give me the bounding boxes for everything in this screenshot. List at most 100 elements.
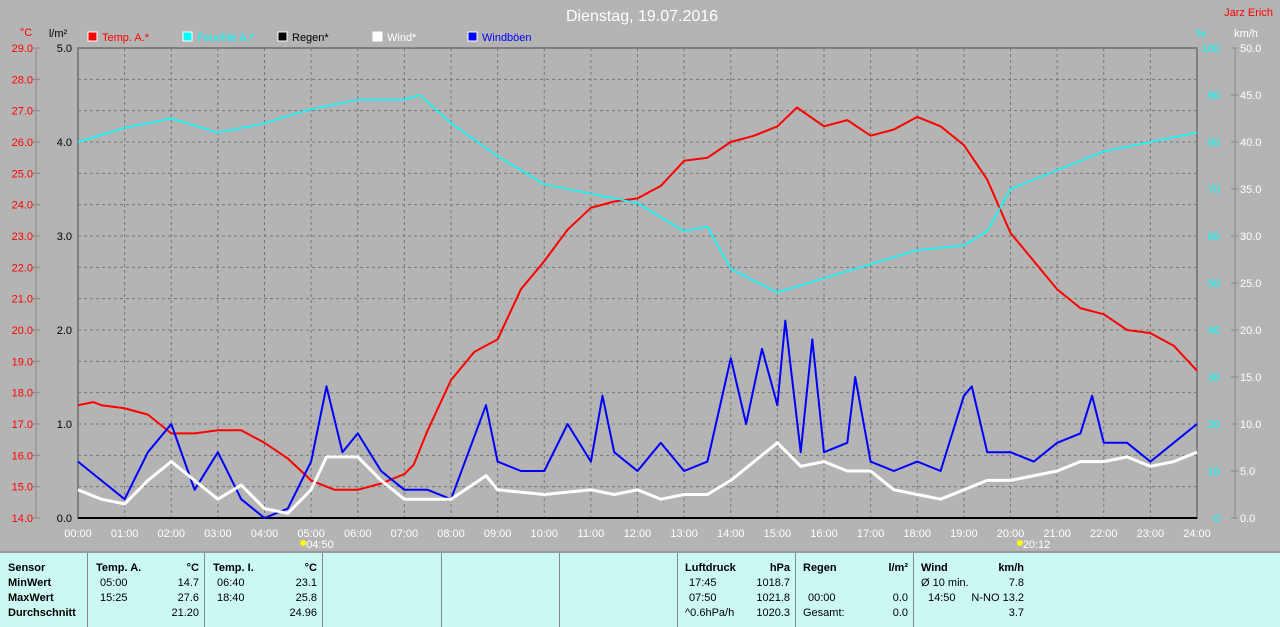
- x-tick-label: 06:00: [344, 528, 372, 540]
- rain-total-label: Gesamt:: [803, 607, 845, 619]
- wind-tick-label: 0.0: [1240, 513, 1255, 525]
- x-tick-label: 18:00: [903, 528, 931, 540]
- axes: 29.0 28.0 27.0 26.0 25.0 24.0 23.0 22.0 21.0 20.0…: [12, 27, 1262, 540]
- temp-a-avg: 21.20: [171, 607, 199, 619]
- x-tick-label: 23:00: [1137, 528, 1165, 540]
- temp-unit: °C: [20, 27, 32, 39]
- humidity-tick-label: 0: [1214, 513, 1220, 525]
- sunset-label: 20:12: [1023, 539, 1051, 550]
- wind-tick-label: 25.0: [1240, 278, 1261, 290]
- humidity-tick-label: 20: [1208, 419, 1220, 431]
- series-temp-a: [77, 106, 1198, 491]
- temp-a-max: 27.6: [177, 592, 199, 604]
- temp-i-max: 25.8: [295, 592, 317, 604]
- wind-tick-label: 30.0: [1240, 231, 1261, 243]
- rain-tick-label: 1.0: [57, 419, 72, 431]
- wind-mean: 3.7: [1008, 607, 1024, 619]
- rain-tick-label: 4.0: [57, 137, 72, 149]
- row-label-max: MaxWert: [8, 592, 54, 604]
- pressure-current: 1020.3: [756, 607, 790, 619]
- empty-column: [441, 553, 560, 627]
- wind-avg: 7.8: [1008, 577, 1024, 589]
- wind-unit: km/h: [1234, 28, 1258, 40]
- wind-tick-label: 35.0: [1240, 184, 1261, 196]
- x-tick-label: 04:00: [251, 528, 279, 540]
- legend-label: Wind*: [387, 32, 417, 44]
- temp-tick-label: 20.0: [12, 325, 33, 337]
- temp-tick-label: 19.0: [12, 356, 33, 368]
- legend-swatch: [372, 31, 383, 42]
- x-tick-label: 21:00: [1043, 528, 1071, 540]
- rain-tick-label: 2.0: [57, 325, 72, 337]
- empty-column: [322, 553, 442, 627]
- wind-tick-label: 5.0: [1240, 466, 1255, 478]
- weather-chart: Dienstag, 19.07.2016 Jarz Erich Temp. A.…: [12, 7, 1273, 550]
- row-label-min: MinWert: [8, 577, 52, 589]
- x-tick-label: 16:00: [810, 528, 838, 540]
- wind-tick-label: 20.0: [1240, 325, 1261, 337]
- wind-tick-label: 15.0: [1240, 372, 1261, 384]
- wind-tick-label: 50.0: [1240, 43, 1261, 55]
- temp-i-header: Temp. I.: [213, 562, 254, 574]
- temp-a-column: Temp. A. °C 05:00 14.7 15:25 27.6 21.20: [87, 553, 205, 627]
- temp-a-header: Temp. A.: [96, 562, 142, 574]
- humidity-tick-label: 100: [1202, 43, 1220, 55]
- sun-markers: 04:50 20:12: [300, 539, 1050, 550]
- temp-tick-label: 16.0: [12, 450, 33, 462]
- humidity-unit: %: [1196, 28, 1206, 40]
- x-tick-label: 07:00: [391, 528, 419, 540]
- sensor-column: Sensor MinWert MaxWert Durchschnitt: [0, 553, 87, 627]
- x-tick-label: 09:00: [484, 528, 512, 540]
- humidity-tick-label: 50: [1208, 278, 1220, 290]
- x-tick-label: 00:00: [64, 528, 92, 540]
- temp-tick-label: 27.0: [12, 106, 33, 118]
- rain-unit: l/m²: [49, 28, 68, 40]
- x-tick-label: 02:00: [157, 528, 185, 540]
- temp-tick-label: 23.0: [12, 231, 33, 243]
- rain-max-time: 00:00: [808, 592, 836, 604]
- legend-label: Regen*: [292, 32, 329, 44]
- wind-avg-label: Ø 10 min.: [921, 577, 969, 589]
- series-windböen: [77, 319, 1198, 519]
- temp-tick-label: 28.0: [12, 74, 33, 86]
- wind-tick-label: 10.0: [1240, 419, 1261, 431]
- pressure-max-time: 07:50: [689, 592, 717, 604]
- x-tick-label: 10:00: [530, 528, 558, 540]
- temp-tick-label: 22.0: [12, 262, 33, 274]
- temp-i-min: 23.1: [295, 577, 317, 589]
- wind-max: N-NO 13.2: [971, 592, 1024, 604]
- temp-tick-label: 26.0: [12, 137, 33, 149]
- chart-title: Dienstag, 19.07.2016: [566, 8, 718, 25]
- temp-a-min-time: 05:00: [100, 577, 128, 589]
- x-tick-label: 20:00: [997, 528, 1025, 540]
- rain-header: Regen: [803, 562, 837, 574]
- legend-label: Feuchte A.*: [197, 32, 255, 44]
- temp-tick-label: 18.0: [12, 388, 33, 400]
- rain-max: 0.0: [892, 592, 908, 604]
- temp-tick-label: 14.0: [12, 513, 33, 525]
- temp-i-unit: °C: [304, 562, 317, 574]
- temp-i-avg: 24.96: [289, 607, 317, 619]
- rain-unit: l/m²: [888, 562, 908, 574]
- x-tick-label: 14:00: [717, 528, 745, 540]
- sunset-icon: [1016, 540, 1023, 546]
- pressure-min-time: 17:45: [689, 577, 717, 589]
- x-tick-label: 11:00: [578, 528, 605, 540]
- humidity-tick-label: 10: [1208, 466, 1220, 478]
- temp-i-column: Temp. I. °C 06:40 23.1 18:40 25.8 24.96: [204, 553, 323, 627]
- legend-swatch: [182, 31, 193, 42]
- x-tick-label: 12:00: [624, 528, 652, 540]
- legend-swatch: [467, 31, 478, 42]
- pressure-header: Luftdruck: [685, 562, 736, 574]
- grid: [77, 47, 1198, 519]
- rain-column: Regen l/m² 00:00 0.0 Gesamt: 0.0: [795, 553, 914, 627]
- temp-tick-label: 21.0: [12, 294, 33, 306]
- wind-header: Wind: [921, 562, 948, 574]
- temp-tick-label: 15.0: [12, 482, 33, 494]
- pressure-column: Luftdruck hPa 17:45 1018.7 07:50 1021.8 …: [677, 553, 796, 627]
- pressure-max: 1021.8: [756, 592, 790, 604]
- series-feuchte-a: [77, 94, 1198, 294]
- x-tick-label: 22:00: [1090, 528, 1118, 540]
- temp-tick-label: 24.0: [12, 200, 33, 212]
- humidity-tick-label: 30: [1208, 372, 1220, 384]
